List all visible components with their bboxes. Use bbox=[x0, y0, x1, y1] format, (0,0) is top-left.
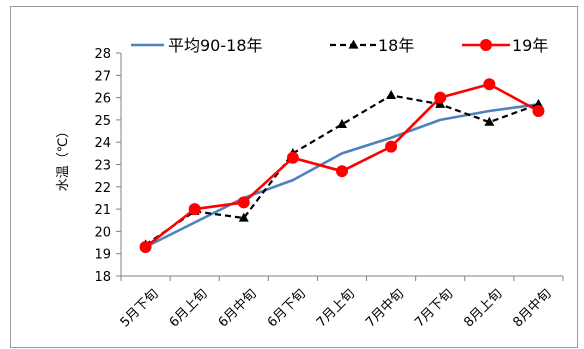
series-19-point bbox=[483, 78, 496, 91]
series-19-point bbox=[532, 104, 545, 117]
x-tick-label: 6月中旬 bbox=[216, 286, 260, 330]
y-tick-label: 24 bbox=[94, 136, 111, 151]
legend-label: 18年 bbox=[378, 36, 414, 55]
y-axis-title: 水温（℃） bbox=[56, 125, 71, 192]
series-19-point bbox=[237, 196, 250, 209]
x-tick-label: 8月中旬 bbox=[510, 286, 554, 330]
y-tick-label: 27 bbox=[94, 69, 111, 84]
series-average-line bbox=[144, 103, 539, 249]
series-average bbox=[144, 103, 539, 249]
y-tick-label: 22 bbox=[94, 181, 111, 196]
legend-item: 平均90-18年 bbox=[131, 36, 263, 55]
y-tick-label: 28 bbox=[94, 47, 111, 62]
series-19-point bbox=[385, 140, 398, 153]
y-tick-label: 19 bbox=[94, 248, 111, 263]
series-19-point bbox=[286, 151, 299, 164]
x-axis: 5月下旬 6月上旬 6月中旬 6月下旬 7月上旬 7月中旬 7月下旬 8月上旬 8月中旬 bbox=[118, 275, 564, 330]
y-tick-label: 18 bbox=[94, 270, 111, 285]
legend-item: 19年 bbox=[462, 36, 548, 55]
x-tick-label: 7月中旬 bbox=[363, 286, 407, 330]
series-18-point bbox=[337, 118, 347, 128]
x-tick-label: 7月上旬 bbox=[314, 286, 358, 330]
x-tick-label: 6月下旬 bbox=[265, 286, 309, 330]
series-19 bbox=[139, 78, 545, 254]
legend-marker bbox=[480, 39, 492, 51]
series-lines bbox=[139, 78, 545, 254]
series-19-point bbox=[336, 165, 348, 178]
y-axis: 18 19 20 21 22 23 24 25 26 27 28 bbox=[94, 47, 122, 285]
series-18-point bbox=[386, 89, 397, 99]
y-tick-label: 25 bbox=[94, 114, 111, 129]
legend: 平均90-18年 18年 19年 bbox=[131, 36, 548, 55]
legend-label: 平均90-18年 bbox=[168, 36, 263, 55]
legend-marker bbox=[348, 39, 359, 49]
chart-frame bbox=[10, 6, 578, 348]
x-tick-label: 5月下旬 bbox=[118, 286, 162, 330]
series-18-point bbox=[484, 116, 495, 126]
x-tick-label: 8月上旬 bbox=[461, 286, 505, 330]
series-18-line bbox=[144, 94, 539, 246]
y-tick-label: 20 bbox=[94, 225, 111, 240]
x-tick-label: 6月上旬 bbox=[167, 286, 211, 330]
y-tick-label: 26 bbox=[94, 92, 111, 107]
series-19-point bbox=[434, 91, 447, 104]
x-tick-label: 7月下旬 bbox=[412, 286, 456, 330]
y-tick-label: 21 bbox=[94, 203, 111, 218]
series-19-point bbox=[188, 203, 201, 216]
y-tick-label: 23 bbox=[94, 159, 111, 174]
series-18-point bbox=[238, 212, 249, 222]
legend-item: 18年 bbox=[330, 36, 414, 55]
series-19-point bbox=[139, 241, 152, 254]
legend-label: 19年 bbox=[512, 36, 548, 55]
